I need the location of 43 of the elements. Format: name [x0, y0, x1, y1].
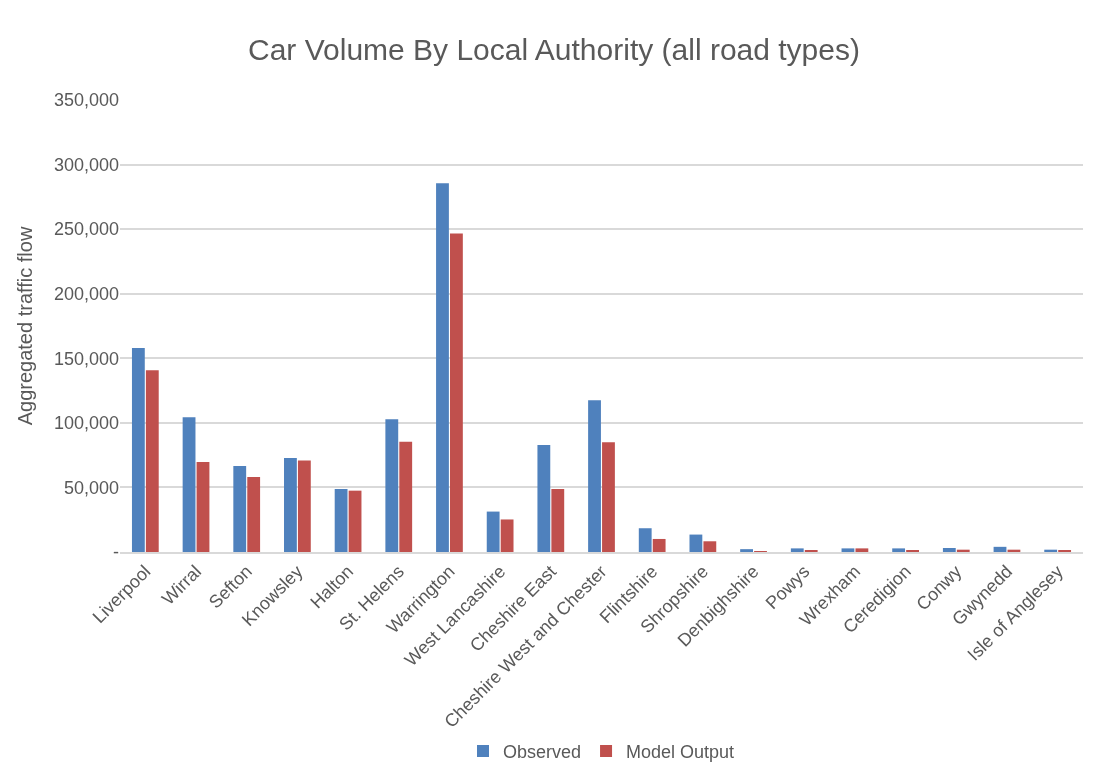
- bar: [703, 541, 717, 552]
- bar: [602, 442, 615, 552]
- y-tick-label: 250,000: [53, 219, 119, 240]
- bar: [334, 488, 348, 552]
- y-tick-label: 200,000: [53, 284, 119, 305]
- bar: [588, 400, 601, 552]
- bar: [348, 490, 362, 552]
- bar: [182, 417, 196, 552]
- bar: [689, 534, 703, 552]
- bar: [855, 548, 869, 552]
- legend-label: Model Output: [626, 742, 735, 763]
- bar: [551, 488, 565, 552]
- bar: [892, 548, 906, 552]
- y-tick-label: 300,000: [53, 154, 119, 175]
- bar: [297, 460, 311, 552]
- bar: [131, 347, 145, 552]
- bar: [399, 441, 413, 552]
- y-tick-label: 150,000: [53, 348, 119, 369]
- y-axis-title: Aggregated traffic flow: [14, 226, 37, 426]
- bar: [790, 548, 804, 552]
- bar: [537, 445, 551, 552]
- chart-title: Car Volume By Local Authority (all road types): [248, 33, 860, 67]
- bar: [500, 519, 514, 552]
- y-tick-label: 100,000: [53, 413, 119, 434]
- bar: [247, 477, 261, 552]
- bar: [486, 511, 500, 552]
- bar: [196, 462, 210, 552]
- bar: [993, 546, 1007, 552]
- legend-label: Observed: [503, 742, 582, 763]
- bar: [740, 549, 753, 552]
- bar: [233, 465, 247, 552]
- bar: [145, 370, 159, 552]
- bar: [942, 548, 956, 552]
- bar: [436, 183, 449, 552]
- y-tick-label: 350,000: [53, 90, 119, 111]
- bar: [652, 538, 666, 552]
- y-tick-label: 50,000: [63, 477, 119, 498]
- bar: [841, 548, 855, 552]
- bar: [450, 233, 463, 552]
- bar: [638, 528, 652, 552]
- bar: [385, 419, 399, 552]
- y-tick-label: -: [113, 542, 119, 563]
- bar: [284, 458, 297, 552]
